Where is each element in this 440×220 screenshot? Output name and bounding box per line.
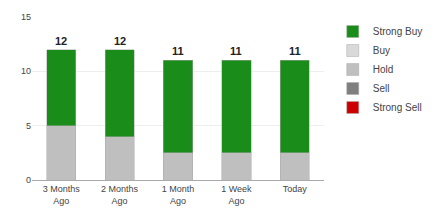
svg-text:1 WeekAgo: 1 WeekAgo xyxy=(221,184,252,206)
svg-text:Sell: Sell xyxy=(373,83,390,94)
svg-text:Strong Buy: Strong Buy xyxy=(373,26,422,37)
svg-text:1 MonthAgo: 1 MonthAgo xyxy=(162,184,195,206)
svg-text:Hold: Hold xyxy=(373,64,394,75)
svg-text:11: 11 xyxy=(172,45,184,57)
svg-text:Today: Today xyxy=(283,184,308,194)
svg-text:Strong Sell: Strong Sell xyxy=(373,102,422,113)
svg-text:12: 12 xyxy=(55,35,67,47)
svg-text:5: 5 xyxy=(26,121,31,131)
svg-text:11: 11 xyxy=(289,45,301,57)
svg-text:2 MonthsAgo: 2 MonthsAgo xyxy=(101,184,139,206)
svg-text:0: 0 xyxy=(26,175,31,185)
svg-text:3 MonthsAgo: 3 MonthsAgo xyxy=(43,184,81,206)
svg-text:12: 12 xyxy=(114,35,126,47)
svg-text:15: 15 xyxy=(21,12,31,22)
svg-text:Buy: Buy xyxy=(373,45,390,56)
svg-text:11: 11 xyxy=(230,45,242,57)
svg-text:10: 10 xyxy=(21,66,31,76)
